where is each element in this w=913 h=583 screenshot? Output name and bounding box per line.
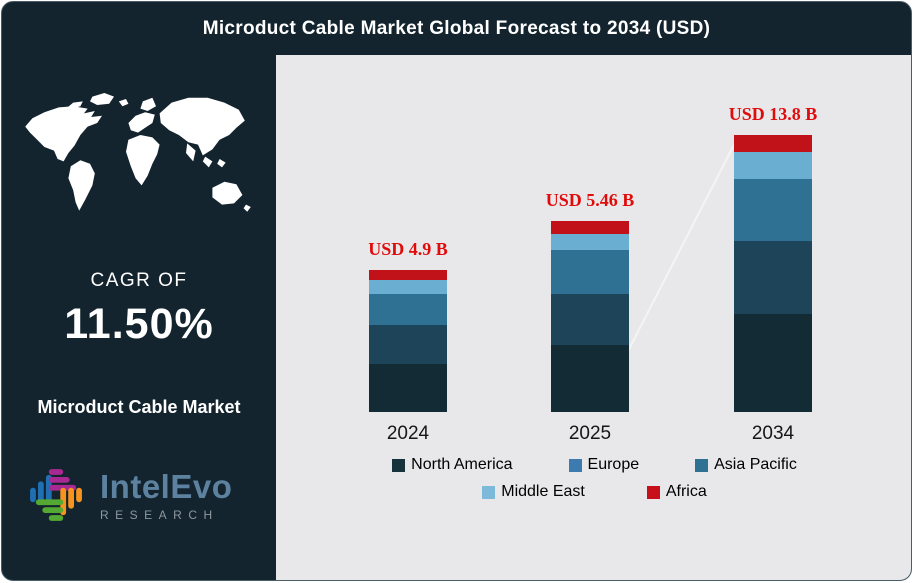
bar-value-label: USD 13.8 B [728,104,818,124]
world-map-icon [25,93,251,212]
legend-label: North America [411,456,513,473]
legend-row: North America Europe Asia Pacific [392,456,797,474]
legend-item-africa: Africa [646,483,707,501]
bar-segment-north-america [369,364,447,412]
bar-segment-middle-east [734,151,812,179]
bar-2025 [551,221,629,413]
bar-segment-middle-east [551,233,629,250]
legend-row: Middle East Africa [482,483,707,501]
year-label: 2024 [386,423,430,444]
trend-line [625,136,739,356]
market-name: Microduct Cable Market [37,397,241,417]
bar-segment-middle-east [369,280,447,294]
legend-item-asia-pacific: Asia Pacific [695,456,797,474]
bar-value-label: USD 5.46 B [545,190,635,210]
chart-panel: USD 4.9 B 2024 USD 5.46 B 2025 USD 13.8 B 203… [276,55,911,580]
bar-segment-europe [369,324,447,365]
bar-2034 [734,135,812,413]
sidebar: CAGR OF 11.50% Microduct Cable Market [2,55,276,580]
legend-swatch [482,485,496,499]
cagr-label: CAGR OF [90,270,188,291]
logo-pinwheel-icon [30,469,82,521]
legend-label: Africa [665,483,707,500]
bar-segment-europe [551,293,629,345]
legend-swatch [695,458,709,472]
legend-item-north-america: North America [392,456,513,474]
title-band: Microduct Cable Market Global Forecast t… [2,2,911,55]
bar-segment-asia-pacific [369,293,447,325]
legend-swatch [568,458,582,472]
cagr-value: 11.50% [64,300,214,348]
year-label: 2034 [751,423,795,444]
bar-segment-africa [369,270,447,281]
legend-swatch [646,485,660,499]
bar-segment-north-america [551,344,629,413]
legend-label: Europe [587,456,640,473]
legend-item-middle-east: Middle East [482,483,585,501]
bar-segment-africa [734,135,812,152]
bar-value-label: USD 4.9 B [368,239,448,259]
logo-text-block: IntelEvo RESEARCH [100,468,232,522]
logo-subtitle: RESEARCH [100,508,219,522]
bar-segment-asia-pacific [551,249,629,294]
logo-name: IntelEvo [100,468,233,505]
legend-swatch [392,458,406,472]
bar-segment-europe [734,240,812,315]
chart-legend: North America Europe Asia Pacific Middle Ea… [276,456,911,501]
bar-segment-africa [551,221,629,234]
legend-label: Middle East [501,483,585,500]
bar-2024 [369,270,447,412]
bar-segment-north-america [734,314,812,413]
year-label: 2025 [568,423,612,444]
page-title: Microduct Cable Market Global Forecast t… [202,17,711,39]
legend-label: Asia Pacific [714,456,797,473]
legend-item-europe: Europe [568,456,640,474]
bar-segment-asia-pacific [734,178,812,241]
logo: IntelEvo RESEARCH [20,457,232,533]
